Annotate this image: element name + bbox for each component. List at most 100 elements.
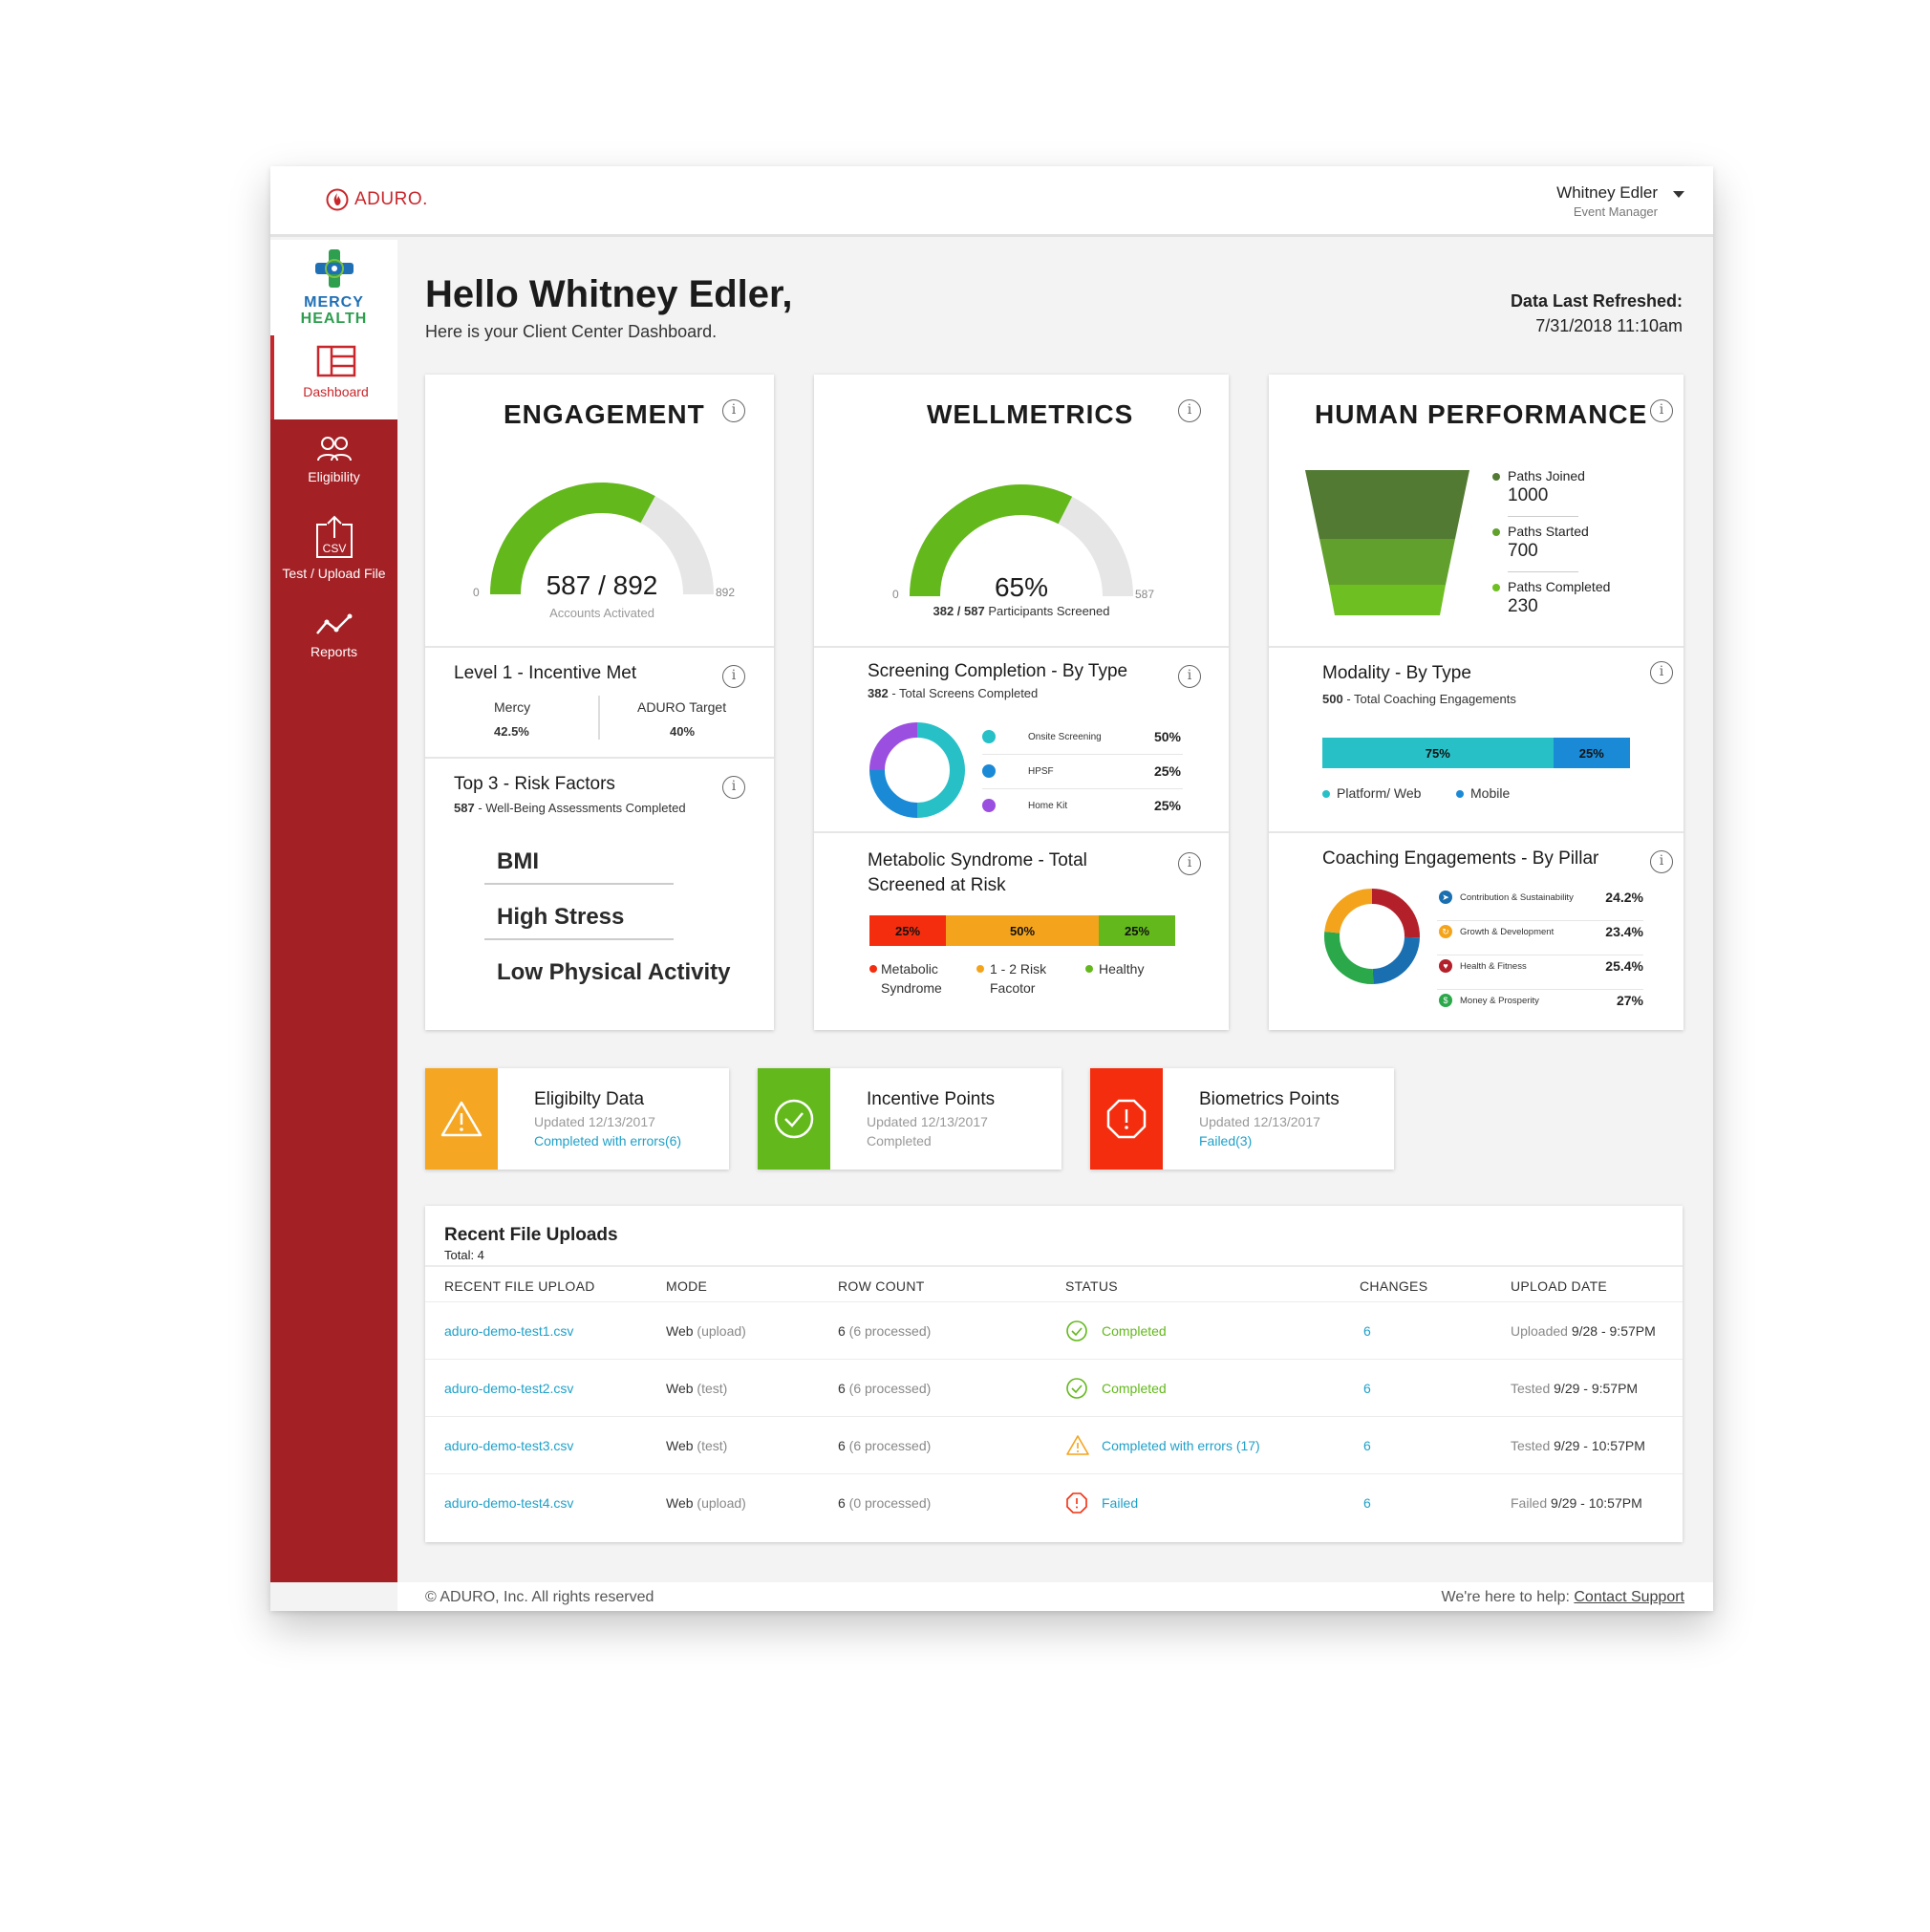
growth-icon: ↻ <box>1439 925 1452 938</box>
mode-detail: (test) <box>693 1381 728 1396</box>
contact-support-link[interactable]: Contact Support <box>1574 1589 1684 1605</box>
tile-updated: Updated 12/13/2017 <box>534 1114 655 1129</box>
eligibility-status-tile[interactable]: Eligibilty Data Updated 12/13/2017 Compl… <box>425 1068 729 1170</box>
screening-donut-chart <box>869 722 965 818</box>
sidebar-item-upload[interactable]: CSV Test / Upload File <box>270 507 397 581</box>
modality-subtext: - Total Coaching Engagements <box>1342 692 1516 706</box>
sidebar-item-eligibility[interactable]: Eligibility <box>270 426 397 484</box>
tile-status: Completed <box>867 1133 932 1148</box>
legend-row: ♥ Health & Fitness 25.4% <box>1437 955 1643 990</box>
tile-status-link[interactable]: Failed(3) <box>1199 1133 1253 1148</box>
info-icon[interactable]: i <box>722 399 745 422</box>
user-role: Event Manager <box>1573 204 1658 219</box>
risk-item: BMI <box>497 848 539 874</box>
top-bar: ADURO. Whitney Edler Event Manager <box>270 166 1713 237</box>
mode-value: Web <box>666 1495 694 1511</box>
row-count-detail: (0 processed) <box>845 1495 932 1511</box>
table-row: aduro-demo-test2.csv Web (test) 6 (6 pro… <box>425 1359 1683 1416</box>
changes-link[interactable]: 6 <box>1363 1381 1371 1396</box>
tile-status-link[interactable]: Completed with errors(6) <box>534 1133 682 1148</box>
file-link[interactable]: aduro-demo-test3.csv <box>444 1438 574 1453</box>
status-link[interactable]: Failed <box>1102 1495 1139 1511</box>
info-icon[interactable]: i <box>1178 852 1201 875</box>
refresh-value: 7/31/2018 11:10am <box>1535 316 1683 335</box>
gauge-min-label: 0 <box>473 586 480 599</box>
upload-date-cell: Uploaded 9/28 - 9:57PM <box>1511 1323 1656 1339</box>
file-link[interactable]: aduro-demo-test2.csv <box>444 1381 574 1396</box>
legend-swatch <box>982 764 996 778</box>
date-value: 9/29 - 9:57PM <box>1554 1381 1639 1396</box>
column-header[interactable]: STATUS <box>1065 1278 1118 1294</box>
mercy-cross-icon <box>314 249 354 288</box>
mode-cell: Web (test) <box>666 1381 727 1396</box>
error-octagon-icon <box>1065 1492 1088 1517</box>
mode-detail: (upload) <box>693 1495 746 1511</box>
status-text: Completed <box>1102 1323 1167 1339</box>
legend-label: Onsite Screening <box>1028 732 1102 742</box>
divider <box>1269 646 1683 648</box>
legend-label: Metabolic Syndrome <box>881 961 942 996</box>
row-count-detail: (6 processed) <box>845 1438 932 1453</box>
legend-row: Onsite Screening 50% <box>982 726 1183 755</box>
aduro-logo[interactable]: ADURO. <box>326 188 428 211</box>
gauge-max-label: 892 <box>716 586 735 599</box>
biometrics-status-tile[interactable]: Biometrics Points Updated 12/13/2017 Fai… <box>1090 1068 1394 1170</box>
incentive-status-tile[interactable]: Incentive Points Updated 12/13/2017 Comp… <box>758 1068 1062 1170</box>
changes-link[interactable]: 6 <box>1363 1438 1371 1453</box>
column-header[interactable]: UPLOAD DATE <box>1511 1278 1608 1294</box>
target-value: 40% <box>670 724 696 739</box>
status-link[interactable]: Completed with errors (17) <box>1102 1438 1260 1453</box>
column-header[interactable]: MODE <box>666 1278 708 1294</box>
sidebar-item-dashboard[interactable]: Dashboard <box>270 335 397 419</box>
info-icon[interactable]: i <box>1178 399 1201 422</box>
column-header[interactable]: ROW COUNT <box>838 1278 925 1294</box>
upload-date-cell: Tested 9/29 - 10:57PM <box>1511 1438 1645 1453</box>
metabolic-title-line: Screened at Risk <box>868 875 1006 895</box>
greeting: Hello Whitney Edler, Here is your Client… <box>425 273 793 342</box>
donut-slice-2 <box>1324 931 1374 984</box>
info-icon[interactable]: i <box>1650 850 1673 873</box>
tile-title: Eligibilty Data <box>534 1089 645 1109</box>
column-header[interactable]: CHANGES <box>1360 1278 1428 1294</box>
info-icon[interactable]: i <box>722 776 745 799</box>
donut-slice-0 <box>1371 889 1420 938</box>
funnel-segment-joined <box>1305 470 1469 539</box>
user-menu[interactable]: Whitney Edler Event Manager <box>1556 183 1658 219</box>
sidebar-item-reports[interactable]: Reports <box>270 603 397 659</box>
legend-value: 1000 <box>1508 485 1549 505</box>
check-circle-icon <box>1065 1377 1088 1403</box>
legend-label: 1 - 2 Risk Facotor <box>990 961 1047 996</box>
changes-link[interactable]: 6 <box>1363 1495 1371 1511</box>
legend-label: Mobile <box>1470 785 1511 801</box>
mode-cell: Web (test) <box>666 1438 727 1453</box>
file-link[interactable]: aduro-demo-test4.csv <box>444 1495 574 1511</box>
legend-item: 1 - 2 Risk Facotor <box>976 959 1047 998</box>
check-icon <box>758 1068 830 1170</box>
user-name: Whitney Edler <box>1556 183 1658 202</box>
divider <box>484 938 674 940</box>
table-row: aduro-demo-test4.csv Web (upload) 6 (0 p… <box>425 1473 1683 1531</box>
info-icon[interactable]: i <box>1650 661 1673 684</box>
date-prefix: Tested <box>1511 1438 1555 1453</box>
legend-value: 700 <box>1508 541 1538 561</box>
info-icon[interactable]: i <box>1650 399 1673 422</box>
screening-count: 382 <box>868 686 889 700</box>
chevron-down-icon[interactable] <box>1673 191 1684 198</box>
legend-label: Money & Prosperity <box>1460 996 1539 1006</box>
screening-subtext: - Total Screens Completed <box>888 686 1039 700</box>
tile-title: Biometrics Points <box>1199 1089 1340 1109</box>
legend-value: 25.4% <box>1605 958 1643 974</box>
error-octagon-icon <box>1090 1068 1163 1170</box>
dashboard-icon <box>316 345 355 377</box>
changes-link[interactable]: 6 <box>1363 1323 1371 1339</box>
file-link[interactable]: aduro-demo-test1.csv <box>444 1323 574 1339</box>
gauge-fill <box>490 483 655 595</box>
pillar-title: Coaching Engagements - By Pillar <box>1322 848 1599 869</box>
info-icon[interactable]: i <box>722 665 745 688</box>
sidebar-item-label: Test / Upload File <box>282 566 386 581</box>
legend-value: 24.2% <box>1605 890 1643 905</box>
column-header[interactable]: RECENT FILE UPLOAD <box>444 1278 595 1294</box>
metabolic-title: Metabolic Syndrome - Total Screened at R… <box>868 848 1087 898</box>
legend-item: Metabolic Syndrome <box>869 959 942 998</box>
info-icon[interactable]: i <box>1178 665 1201 688</box>
